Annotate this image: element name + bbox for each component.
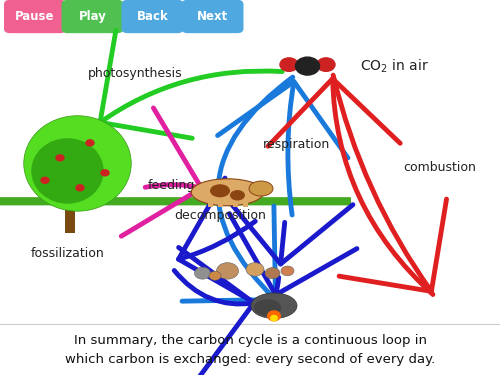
FancyArrowPatch shape bbox=[230, 214, 357, 295]
Text: In summary, the carbon cycle is a continuous loop in
which carbon is exchanged: : In summary, the carbon cycle is a contin… bbox=[65, 334, 435, 366]
Text: feeding: feeding bbox=[148, 179, 195, 192]
FancyArrowPatch shape bbox=[182, 77, 293, 301]
FancyArrowPatch shape bbox=[122, 108, 202, 236]
Bar bbox=[232, 197, 237, 207]
Circle shape bbox=[246, 262, 264, 276]
Circle shape bbox=[317, 58, 335, 71]
FancyBboxPatch shape bbox=[4, 0, 66, 33]
FancyArrowPatch shape bbox=[333, 75, 446, 291]
Circle shape bbox=[101, 170, 109, 176]
Text: fossilization: fossilization bbox=[30, 247, 104, 260]
Ellipse shape bbox=[230, 190, 245, 201]
Bar bbox=[208, 197, 212, 207]
Bar bbox=[65, 202, 75, 233]
Circle shape bbox=[86, 140, 94, 146]
FancyArrowPatch shape bbox=[222, 192, 353, 264]
FancyArrowPatch shape bbox=[174, 248, 254, 375]
Circle shape bbox=[280, 58, 298, 71]
Text: photosynthesis: photosynthesis bbox=[88, 67, 182, 80]
FancyBboxPatch shape bbox=[182, 0, 244, 33]
Text: Pause: Pause bbox=[15, 10, 55, 23]
Ellipse shape bbox=[267, 310, 281, 321]
Ellipse shape bbox=[210, 184, 230, 197]
Ellipse shape bbox=[191, 179, 264, 206]
Circle shape bbox=[76, 185, 84, 191]
Text: Back: Back bbox=[136, 10, 168, 23]
Circle shape bbox=[216, 262, 238, 279]
Ellipse shape bbox=[24, 116, 131, 211]
Circle shape bbox=[265, 267, 280, 279]
Ellipse shape bbox=[249, 181, 273, 196]
Text: respiration: respiration bbox=[262, 138, 330, 151]
Bar bbox=[242, 197, 248, 207]
Text: Play: Play bbox=[78, 10, 106, 23]
Bar bbox=[218, 197, 222, 207]
Circle shape bbox=[41, 177, 49, 183]
FancyArrowPatch shape bbox=[218, 82, 348, 215]
Ellipse shape bbox=[251, 293, 297, 318]
FancyBboxPatch shape bbox=[122, 0, 184, 33]
Ellipse shape bbox=[270, 315, 278, 321]
Ellipse shape bbox=[31, 138, 104, 204]
Text: Next: Next bbox=[197, 10, 228, 23]
FancyBboxPatch shape bbox=[62, 0, 124, 33]
Circle shape bbox=[296, 57, 320, 75]
FancyArrowPatch shape bbox=[268, 79, 433, 294]
FancyArrowPatch shape bbox=[178, 178, 260, 306]
Text: combustion: combustion bbox=[404, 161, 476, 174]
Circle shape bbox=[281, 266, 294, 276]
Circle shape bbox=[209, 271, 221, 280]
Text: decomposition: decomposition bbox=[174, 209, 266, 222]
Text: CO$_2$ in air: CO$_2$ in air bbox=[360, 57, 429, 75]
FancyArrowPatch shape bbox=[100, 30, 282, 138]
Circle shape bbox=[56, 155, 64, 161]
Ellipse shape bbox=[254, 299, 281, 316]
FancyBboxPatch shape bbox=[0, 197, 351, 206]
Circle shape bbox=[194, 267, 210, 279]
